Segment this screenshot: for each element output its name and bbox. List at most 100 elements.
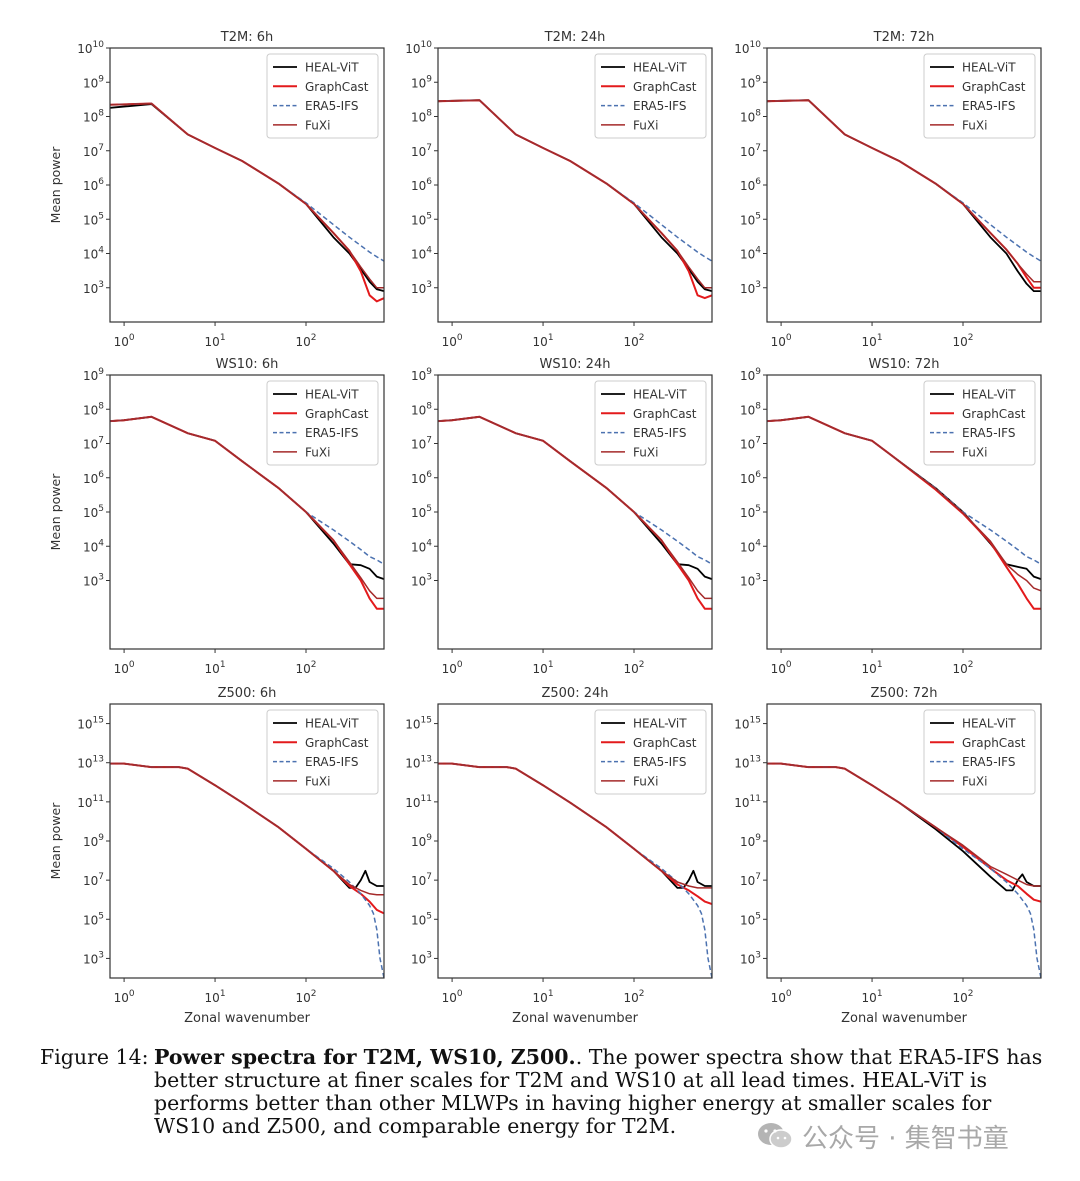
y-tick-label: 105 [740,211,761,227]
legend-label-era5-ifs: ERA5-IFS [633,755,686,769]
legend-label-heal-vit: HEAL-ViT [305,717,359,731]
legend-box [923,380,1036,466]
legend-label-era5-ifs: ERA5-IFS [305,99,358,113]
x-tick-label: 102 [296,333,317,349]
y-tick-label: 109 [411,74,432,90]
legend-label-fuxi: FuXi [633,774,658,788]
x-tick-label: 102 [624,333,645,349]
legend-label-graphcast: GraphCast [305,407,369,421]
legend-label-fuxi: FuXi [962,445,987,459]
y-tick-label: 108 [411,401,432,417]
x-tick-label: 101 [533,660,554,676]
series-line-fuxi [767,416,1041,592]
x-tick-label: 100 [114,660,135,676]
legend-box [923,53,1036,139]
y-tick-label: 104 [411,246,432,262]
y-tick-label: 1015 [77,716,104,732]
legend: HEAL-ViT GraphCast ERA5-IFS FuXi [266,709,379,795]
legend-label-graphcast: GraphCast [962,80,1026,94]
y-tick-label: 1011 [734,794,761,810]
legend-label-era5-ifs: ERA5-IFS [633,426,686,440]
y-tick-label: 1010 [734,40,761,56]
legend-label-graphcast: GraphCast [305,80,369,94]
y-tick-label: 103 [740,280,761,296]
series-line-fuxi [767,99,1041,283]
caption-body: Power spectra for T2M, WS10, Z500.. The … [154,1046,1044,1138]
series-line-fuxi [438,99,712,289]
legend-label-graphcast: GraphCast [962,736,1026,750]
y-tick-label: 108 [83,401,104,417]
x-tick-label: 100 [114,333,135,349]
caption-label: Figure 14: [40,1045,149,1069]
legend: HEAL-ViT GraphCast ERA5-IFS FuXi [594,709,707,795]
x-tick-label: 102 [953,989,974,1005]
y-tick-label: 107 [411,436,432,452]
y-axis-label: Mean power [48,473,63,551]
x-tick-label: 101 [533,989,554,1005]
subplot-title: WS10: 72h [869,357,940,372]
y-tick-label: 1010 [77,40,104,56]
legend-box [923,709,1036,795]
x-tick-label: 101 [205,660,226,676]
x-tick-label: 101 [862,660,883,676]
y-tick-label: 103 [83,950,104,966]
caption-text: . The power spectra show that ERA5-IFS h… [154,1045,1043,1138]
subplot-title: WS10: 6h [216,357,279,372]
legend: HEAL-ViT GraphCast ERA5-IFS FuXi [594,380,707,466]
legend-box [594,53,707,139]
subplot-title: Z500: 6h [218,686,277,701]
legend-label-era5-ifs: ERA5-IFS [633,99,686,113]
legend-label-era5-ifs: ERA5-IFS [962,755,1015,769]
y-tick-label: 1013 [734,755,761,771]
y-tick-label: 104 [411,538,432,554]
x-tick-label: 102 [953,660,974,676]
y-tick-label: 104 [740,246,761,262]
legend-label-era5-ifs: ERA5-IFS [305,755,358,769]
x-tick-label: 101 [862,333,883,349]
x-axis-label: Zonal wavenumber [184,1011,310,1026]
subplot-title: Z500: 72h [870,686,937,701]
y-tick-label: 109 [740,74,761,90]
x-axis-label: Zonal wavenumber [512,1011,638,1026]
legend-box [266,709,379,795]
wechat-icon [758,1123,793,1149]
legend-label-heal-vit: HEAL-ViT [305,61,359,75]
y-tick-label: 108 [740,401,761,417]
subplot-z500-24h: Z500: 24h 100 101 102 103 105 107 109 1011 1013 10… [405,686,713,1026]
legend-label-heal-vit: HEAL-ViT [633,717,687,731]
legend: HEAL-ViT GraphCast ERA5-IFS FuXi [923,380,1036,466]
x-tick-label: 100 [771,660,792,676]
y-tick-label: 1015 [734,716,761,732]
y-tick-label: 103 [83,280,104,296]
series-line-fuxi [767,762,1041,887]
y-tick-label: 107 [83,436,104,452]
y-tick-label: 106 [740,177,761,193]
y-tick-label: 103 [411,280,432,296]
legend: HEAL-ViT GraphCast ERA5-IFS FuXi [923,53,1036,139]
series-line-fuxi [438,416,712,600]
legend: HEAL-ViT GraphCast ERA5-IFS FuXi [923,709,1036,795]
y-tick-label: 107 [83,143,104,159]
legend: HEAL-ViT GraphCast ERA5-IFS FuXi [594,53,707,139]
legend-box [266,380,379,466]
legend-label-heal-vit: HEAL-ViT [962,61,1016,75]
caption-bold: Power spectra for T2M, WS10, Z500. [154,1045,576,1069]
legend-label-graphcast: GraphCast [962,407,1026,421]
series-line-era5-ifs [438,762,712,978]
x-tick-label: 100 [442,333,463,349]
subplot-title: T2M: 24h [544,30,606,45]
y-tick-label: 109 [83,74,104,90]
series-line-era5-ifs [110,762,384,978]
series-line-fuxi [110,102,384,289]
legend-label-fuxi: FuXi [305,118,330,132]
x-tick-label: 100 [442,660,463,676]
y-tick-label: 103 [83,573,104,589]
subplot-title: T2M: 6h [220,30,273,45]
x-tick-label: 102 [624,989,645,1005]
y-tick-label: 109 [740,833,761,849]
y-tick-label: 105 [740,911,761,927]
y-tick-label: 107 [83,872,104,888]
legend-label-era5-ifs: ERA5-IFS [305,426,358,440]
legend-box [266,53,379,139]
y-tick-label: 107 [740,436,761,452]
